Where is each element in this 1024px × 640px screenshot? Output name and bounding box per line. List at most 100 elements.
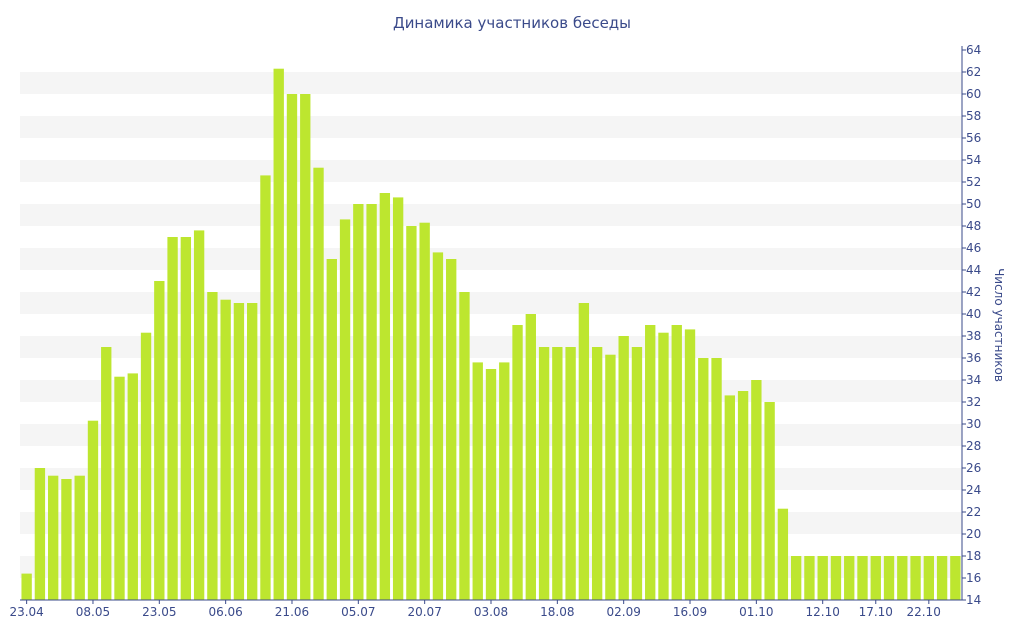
y-tick-label: 14 xyxy=(966,593,981,607)
grid-band xyxy=(20,248,962,270)
x-tick-label: 05.07 xyxy=(341,605,375,619)
bar xyxy=(578,303,590,600)
y-tick-label: 50 xyxy=(966,197,981,211)
y-tick-label: 56 xyxy=(966,131,981,145)
y-tick-label: 32 xyxy=(966,395,981,409)
bar xyxy=(193,230,205,600)
x-tick-label: 17.10 xyxy=(859,605,893,619)
bar xyxy=(512,325,523,600)
bar xyxy=(47,475,59,600)
y-tick-label: 20 xyxy=(966,527,981,541)
bar xyxy=(300,94,311,600)
bar xyxy=(392,197,404,600)
y-tick-label: 26 xyxy=(966,461,981,475)
y-tick-label: 34 xyxy=(966,373,981,387)
y-tick-label: 64 xyxy=(966,43,981,57)
y-tick-label: 30 xyxy=(966,417,981,431)
bar xyxy=(790,556,802,600)
bar xyxy=(711,358,722,600)
y-tick-label: 42 xyxy=(966,285,981,299)
bar xyxy=(923,556,935,600)
bar xyxy=(671,325,682,600)
y-tick-label: 54 xyxy=(966,153,981,167)
bar xyxy=(154,281,165,600)
bar xyxy=(61,479,72,600)
y-tick-label: 18 xyxy=(966,549,981,563)
bar xyxy=(353,204,364,600)
bar xyxy=(645,325,656,600)
bar xyxy=(499,362,510,600)
bar xyxy=(326,259,337,600)
bar xyxy=(286,94,298,600)
y-tick-label: 36 xyxy=(966,351,981,365)
bar xyxy=(605,354,616,600)
bar xyxy=(432,252,444,600)
grid-band xyxy=(20,204,962,226)
bar xyxy=(830,556,842,600)
bar xyxy=(936,556,948,600)
y-tick-label: 58 xyxy=(966,109,981,123)
x-tick-label: 01.10 xyxy=(739,605,773,619)
x-tick-label: 23.05 xyxy=(142,605,176,619)
y-tick-label: 24 xyxy=(966,483,981,497)
x-axis: 23.04 08.05 23.05 06.06 21.06 05.07 20.07 03.08… xyxy=(9,599,962,619)
bar xyxy=(817,556,828,600)
y-tick-label: 46 xyxy=(966,241,981,255)
bar xyxy=(34,468,46,600)
grid-band xyxy=(20,116,962,138)
y-tick-label: 60 xyxy=(966,87,981,101)
bar xyxy=(857,556,868,600)
bar xyxy=(180,237,192,600)
bar xyxy=(74,475,85,600)
bar xyxy=(844,556,855,600)
bar xyxy=(591,347,603,600)
bar xyxy=(883,556,895,600)
bar xyxy=(167,237,178,600)
bar xyxy=(220,299,231,600)
bar xyxy=(366,204,377,600)
y-tick-label: 52 xyxy=(966,175,981,189)
chart-title: Динамика участников беседы xyxy=(393,14,631,32)
bar xyxy=(379,193,391,600)
bar xyxy=(459,292,470,600)
x-tick-label: 20.07 xyxy=(407,605,441,619)
y-tick-label: 48 xyxy=(966,219,981,233)
bar xyxy=(751,380,762,600)
bar xyxy=(140,332,152,600)
x-tick-label: 03.08 xyxy=(474,605,508,619)
bar xyxy=(910,556,921,600)
bar xyxy=(950,556,961,600)
x-tick-label: 23.04 xyxy=(9,605,43,619)
x-tick-label: 08.05 xyxy=(76,605,110,619)
bar xyxy=(618,336,629,600)
x-tick-label: 12.10 xyxy=(806,605,840,619)
bar xyxy=(538,347,550,600)
bar xyxy=(698,358,709,600)
bar xyxy=(777,508,789,600)
bar xyxy=(233,303,245,600)
bar xyxy=(313,167,324,600)
bar xyxy=(737,391,749,600)
grid-band xyxy=(20,160,962,182)
x-tick-label: 02.09 xyxy=(606,605,640,619)
bar xyxy=(472,362,483,600)
y-tick-label: 62 xyxy=(966,65,981,79)
y-axis: 14 16 18 20 22 24 26 28 30 32 34 36 38 40 42 44 46 48 50 52… xyxy=(961,43,981,607)
bars xyxy=(21,68,961,600)
y-axis-label: Число участников xyxy=(992,268,1006,382)
bar xyxy=(631,347,643,600)
y-tick-label: 44 xyxy=(966,263,981,277)
bar xyxy=(419,222,430,600)
y-tick-label: 22 xyxy=(966,505,981,519)
bar xyxy=(101,347,112,600)
bar xyxy=(114,376,125,600)
bar xyxy=(552,347,563,600)
y-tick-label: 16 xyxy=(966,571,981,585)
x-tick-label: 16.09 xyxy=(673,605,707,619)
bar xyxy=(897,556,908,600)
bar xyxy=(764,402,775,600)
bar xyxy=(207,292,218,600)
bar xyxy=(339,219,351,600)
x-tick-label: 18.08 xyxy=(540,605,574,619)
